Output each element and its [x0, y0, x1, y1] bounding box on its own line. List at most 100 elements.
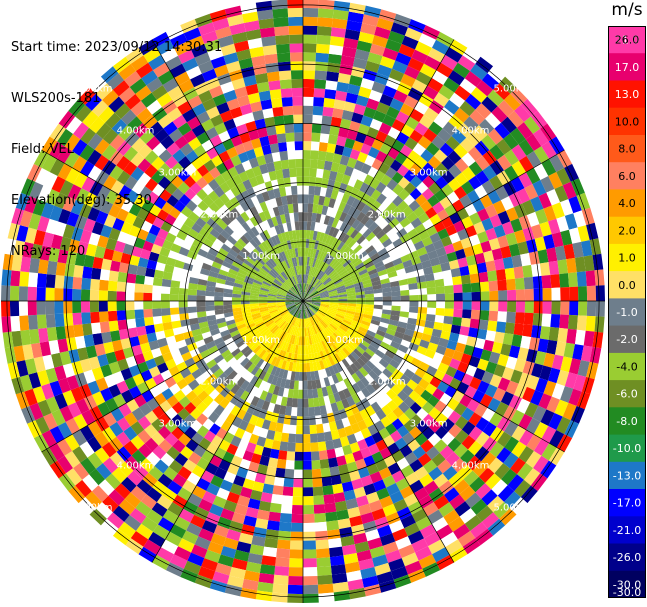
- gate: [339, 349, 348, 359]
- gate: [442, 466, 458, 481]
- gate: [187, 295, 197, 301]
- gate: [482, 150, 497, 166]
- gate: [258, 325, 268, 333]
- gate: [209, 503, 224, 517]
- gate: [192, 485, 207, 499]
- gate: [568, 196, 582, 214]
- gate: [453, 479, 470, 495]
- gate: [145, 232, 157, 244]
- gate: [359, 272, 370, 279]
- gate: [292, 276, 297, 285]
- gate: [342, 347, 351, 357]
- gate: [315, 177, 323, 187]
- gate: [250, 330, 260, 338]
- gate: [201, 262, 212, 271]
- gate: [497, 353, 509, 367]
- gate: [280, 159, 290, 170]
- gate: [313, 279, 320, 288]
- gate: [324, 348, 332, 358]
- gate: [229, 483, 243, 496]
- gate: [326, 268, 335, 276]
- gate: [381, 282, 391, 289]
- gate: [364, 218, 375, 229]
- gate: [243, 278, 254, 285]
- gate: [151, 502, 168, 517]
- gate: [449, 39, 468, 56]
- gate: [519, 429, 534, 447]
- gate: [303, 567, 318, 577]
- gate: [382, 223, 393, 234]
- gate: [328, 134, 339, 145]
- gate: [240, 297, 250, 301]
- gate: [575, 329, 586, 346]
- gate: [98, 301, 108, 312]
- gate: [303, 212, 308, 222]
- gate: [257, 9, 274, 21]
- gate: [240, 201, 250, 212]
- gate: [308, 194, 315, 204]
- gate: [523, 312, 534, 326]
- gate: [208, 411, 220, 424]
- gate: [332, 332, 341, 341]
- gate: [224, 390, 236, 402]
- gate: [322, 106, 334, 117]
- gate: [249, 206, 259, 217]
- gate: [278, 308, 288, 314]
- gate: [459, 194, 473, 208]
- gate: [261, 265, 270, 274]
- gate: [295, 284, 300, 293]
- gate: [259, 327, 269, 335]
- gate: [130, 100, 147, 117]
- gate: [292, 487, 303, 497]
- gate: [49, 141, 65, 159]
- gate: [234, 351, 244, 361]
- gate: [370, 401, 382, 413]
- gate: [497, 100, 515, 117]
- gate: [309, 306, 317, 313]
- gate: [198, 60, 214, 74]
- gate: [475, 431, 490, 447]
- gate: [279, 187, 287, 197]
- gate: [252, 236, 262, 246]
- gate: [235, 214, 246, 226]
- gate: [72, 446, 88, 463]
- gate: [306, 308, 312, 318]
- gate: [415, 275, 426, 283]
- gate: [162, 99, 178, 115]
- gate: [129, 508, 147, 524]
- gate: [289, 43, 303, 53]
- gate: [249, 544, 265, 556]
- gate: [551, 354, 564, 370]
- gate: [314, 240, 320, 250]
- gate: [178, 156, 192, 169]
- gate: [135, 274, 146, 285]
- gate: [399, 374, 411, 385]
- gate: [267, 189, 276, 200]
- gate: [438, 85, 455, 100]
- gate: [129, 78, 147, 94]
- gate: [261, 555, 277, 566]
- gate: [457, 531, 476, 547]
- gate: [485, 227, 498, 241]
- gate: [413, 384, 426, 396]
- gate: [291, 230, 297, 240]
- gate: [378, 579, 397, 593]
- gate: [189, 407, 202, 420]
- gate: [420, 439, 434, 453]
- gate: [417, 452, 432, 467]
- gate: [227, 323, 237, 330]
- gate: [209, 228, 221, 239]
- gate: [289, 380, 295, 390]
- gate: [441, 431, 455, 446]
- gate: [398, 43, 415, 58]
- gate: [326, 71, 340, 82]
- gate: [273, 574, 289, 585]
- gate: [323, 431, 333, 442]
- gate: [475, 56, 494, 74]
- gate: [259, 390, 268, 401]
- gate: [89, 116, 105, 134]
- gate: [157, 162, 172, 177]
- gate: [421, 236, 433, 247]
- gate: [164, 328, 175, 338]
- gate: [205, 290, 215, 297]
